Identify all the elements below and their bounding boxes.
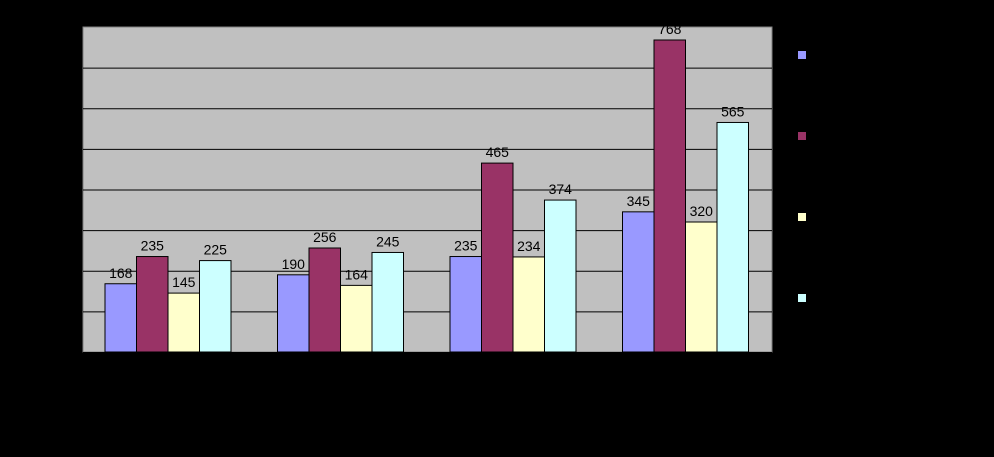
bar bbox=[167, 292, 200, 353]
bar bbox=[199, 260, 232, 353]
data-label: 768 bbox=[658, 21, 682, 37]
data-label: 164 bbox=[345, 266, 369, 282]
legend bbox=[798, 51, 806, 302]
data-label: 235 bbox=[141, 238, 165, 254]
data-label: 320 bbox=[690, 203, 714, 219]
legend-key bbox=[798, 294, 806, 302]
data-label: 190 bbox=[282, 256, 306, 272]
data-label: 345 bbox=[627, 193, 651, 209]
data-label: 245 bbox=[376, 233, 400, 249]
bar bbox=[512, 256, 545, 353]
bar bbox=[716, 121, 749, 353]
bar bbox=[685, 221, 718, 353]
bar bbox=[622, 211, 655, 353]
legend-key bbox=[798, 51, 806, 59]
bar bbox=[308, 247, 341, 353]
bar bbox=[449, 256, 482, 353]
bar bbox=[136, 256, 169, 353]
bar bbox=[544, 199, 577, 353]
data-label: 465 bbox=[486, 144, 510, 160]
legend-key bbox=[798, 213, 806, 221]
legend-key bbox=[798, 132, 806, 140]
data-label: 168 bbox=[109, 265, 133, 281]
bar bbox=[371, 251, 404, 353]
data-label: 374 bbox=[549, 181, 573, 197]
data-label: 256 bbox=[313, 229, 337, 245]
bar bbox=[340, 284, 373, 353]
bar bbox=[277, 274, 310, 353]
data-label: 565 bbox=[721, 103, 745, 119]
data-label: 225 bbox=[204, 242, 228, 258]
data-labels: 168 235 145 225 190 256 164 245 235 465 234 374 345 7… bbox=[109, 21, 745, 290]
data-label: 234 bbox=[517, 238, 541, 254]
bar bbox=[481, 162, 514, 353]
data-label: 235 bbox=[454, 238, 478, 254]
bar bbox=[104, 283, 137, 353]
bar bbox=[653, 39, 686, 353]
bars bbox=[83, 39, 772, 353]
data-label: 145 bbox=[172, 274, 196, 290]
